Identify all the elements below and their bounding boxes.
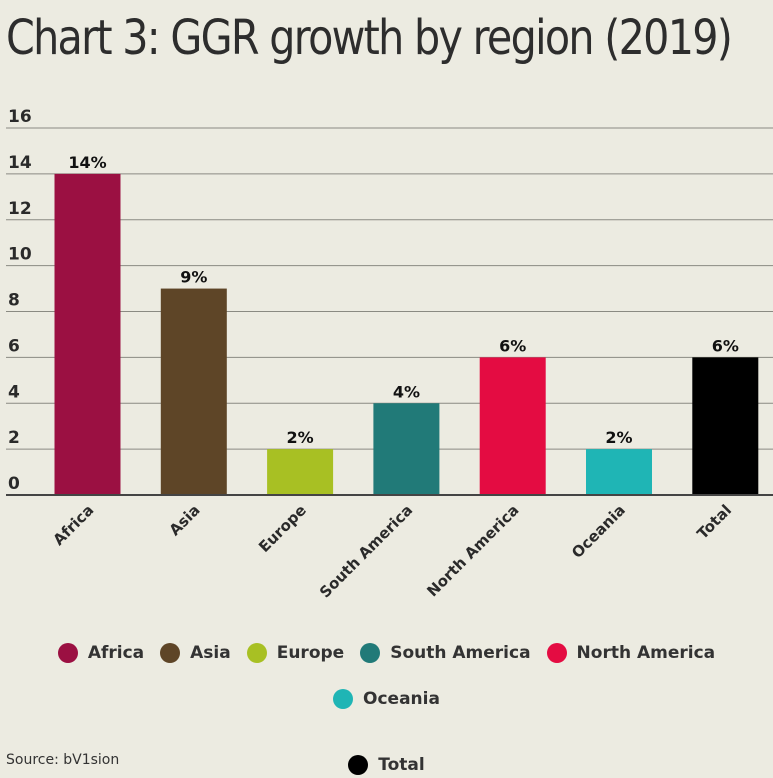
data-label: 6% xyxy=(712,336,739,355)
bar-chart: 0 2 4 6 8 10 12 14 16 14% 9% 2% 4% 6% 2% 6% Africa Asia… xyxy=(6,107,773,601)
bar-africa xyxy=(54,173,121,495)
legend-swatch xyxy=(546,643,567,663)
x-tick-label: North America xyxy=(423,501,522,600)
legend-label: North America xyxy=(576,643,716,663)
x-tick-label: Africa xyxy=(49,501,97,549)
x-tick-label: Total xyxy=(693,501,735,543)
legend-item-europe: Europe xyxy=(246,640,345,666)
bars xyxy=(54,173,759,495)
data-label: 4% xyxy=(393,382,420,401)
data-label: 2% xyxy=(287,428,314,447)
x-axis-labels: Africa Asia Europe South America North Ameri… xyxy=(49,501,735,601)
data-label: 9% xyxy=(180,268,207,287)
data-label: 2% xyxy=(605,428,632,447)
source-note: Source: bV1sion xyxy=(6,752,120,768)
y-tick-label: 14 xyxy=(8,153,32,173)
legend: Africa Asia Europe South America North Ameri… xyxy=(0,640,773,778)
y-tick-label: 4 xyxy=(8,382,20,402)
legend-label: Europe xyxy=(276,643,345,663)
y-tick-label: 12 xyxy=(8,199,32,219)
legend-swatch xyxy=(246,643,267,663)
legend-item-asia: Asia xyxy=(160,640,231,666)
bar-south-america xyxy=(373,403,440,495)
x-tick-label: South America xyxy=(316,501,416,601)
legend-label: Africa xyxy=(87,643,145,663)
legend-item-south-america: South America xyxy=(360,640,531,666)
legend-swatch xyxy=(160,643,181,663)
bar-total xyxy=(692,357,759,495)
legend-item-north-america: North America xyxy=(546,640,716,666)
legend-swatch xyxy=(360,643,381,663)
legend-item-total: Total xyxy=(348,752,425,778)
y-tick-label: 0 xyxy=(8,474,20,494)
data-label: 6% xyxy=(499,336,526,355)
y-tick-label: 8 xyxy=(8,291,20,311)
y-tick-label: 6 xyxy=(8,336,20,356)
bar-north-america xyxy=(479,357,546,495)
y-axis-ticks: 0 2 4 6 8 10 12 14 16 xyxy=(8,107,32,494)
legend-swatch xyxy=(348,755,369,775)
legend-label: Oceania xyxy=(363,689,440,709)
legend-swatch xyxy=(333,689,354,709)
x-tick-label: Europe xyxy=(255,501,310,556)
gridlines xyxy=(6,127,773,450)
bar-oceania xyxy=(586,449,652,495)
x-tick-label: Oceania xyxy=(568,501,629,562)
x-tick-label: Asia xyxy=(166,501,204,539)
legend-item-africa: Africa xyxy=(57,640,145,666)
y-tick-label: 10 xyxy=(8,245,32,265)
legend-item-oceania: Oceania xyxy=(333,686,440,712)
legend-label: Total xyxy=(378,755,425,775)
legend-swatch xyxy=(57,643,78,663)
data-labels: 14% 9% 2% 4% 6% 2% 6% xyxy=(68,153,739,447)
bar-europe xyxy=(267,449,334,495)
bar-asia xyxy=(160,288,227,495)
data-label: 14% xyxy=(68,153,106,172)
y-tick-label: 2 xyxy=(8,428,20,448)
legend-label: Asia xyxy=(190,643,231,663)
chart-title: Chart 3: GGR growth by region (2019) xyxy=(6,10,733,66)
y-tick-label: 16 xyxy=(8,107,32,127)
legend-label: South America xyxy=(390,643,531,663)
